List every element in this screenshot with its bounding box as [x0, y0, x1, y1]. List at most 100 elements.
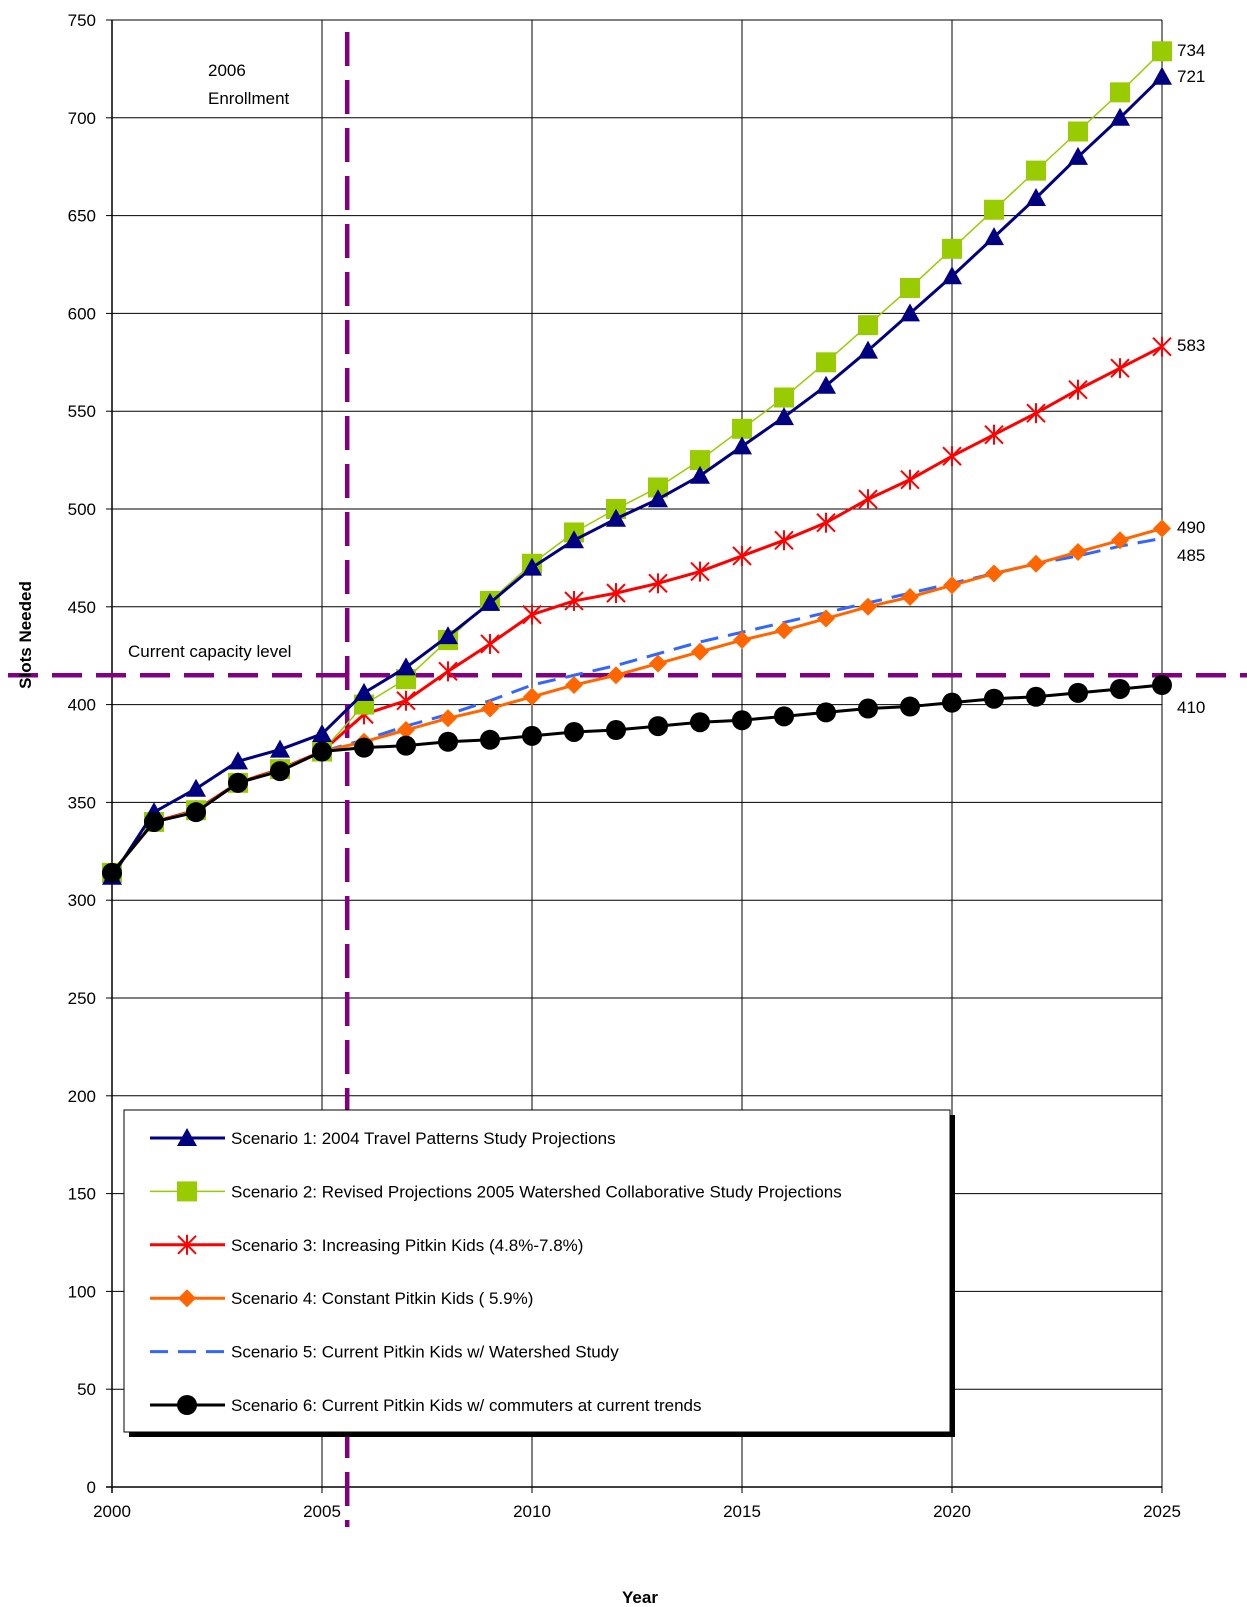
- series-3-point: [774, 530, 794, 551]
- series-1-point: [480, 592, 500, 611]
- series-1-point: [522, 557, 542, 576]
- legend-label: Scenario 2: Revised Projections 2005 Wat…: [231, 1182, 842, 1201]
- capacity-label: Current capacity level: [128, 642, 291, 661]
- y-tick-label: 250: [68, 989, 96, 1008]
- y-tick-label: 700: [68, 109, 96, 128]
- series-4-point: [859, 597, 877, 616]
- series-1-point: [1026, 187, 1046, 206]
- y-tick-label: 550: [68, 402, 96, 421]
- series-4-point: [1153, 519, 1171, 538]
- series-2-point: [942, 238, 962, 259]
- series-4-point: [901, 588, 919, 607]
- series-2-point: [858, 315, 878, 336]
- series-layer: [102, 41, 1172, 885]
- series-3-point: [1110, 358, 1130, 379]
- series-3-point: [396, 690, 416, 711]
- series-1-point: [1068, 146, 1088, 165]
- end-label: 721: [1177, 67, 1205, 86]
- series-1-point: [648, 489, 668, 508]
- legend-label: Scenario 4: Constant Pitkin Kids ( 5.9%): [231, 1289, 533, 1308]
- end-label: 410: [1177, 698, 1205, 717]
- series-1-point: [858, 340, 878, 359]
- series-6-point: [816, 702, 836, 723]
- series-6-point: [942, 692, 962, 713]
- series-3-point: [816, 512, 836, 533]
- series-4-point: [943, 576, 961, 595]
- series-3-point: [564, 590, 584, 611]
- legend-swatch-marker: [177, 1234, 197, 1255]
- series-1-point: [690, 465, 710, 484]
- series-3-point: [858, 489, 878, 510]
- x-tick-label: 2005: [303, 1502, 341, 1521]
- series-6-point: [438, 731, 458, 752]
- series-6-point: [354, 737, 374, 758]
- series-6-point: [312, 741, 332, 762]
- series-3-point: [1068, 379, 1088, 400]
- series-3-point: [900, 469, 920, 490]
- x-tick-label: 2020: [933, 1502, 971, 1521]
- series-6-point: [900, 696, 920, 717]
- x-tick-label: 2015: [723, 1502, 761, 1521]
- series-1-point: [774, 407, 794, 426]
- series-2-point: [774, 387, 794, 408]
- legend-label: Scenario 5: Current Pitkin Kids w/ Water…: [231, 1343, 619, 1362]
- series-3-point: [522, 604, 542, 625]
- vline-label-line2: Enrollment: [208, 89, 290, 108]
- y-tick-label: 200: [68, 1087, 96, 1106]
- series-6-point: [144, 811, 164, 832]
- series-6-point: [1026, 686, 1046, 707]
- series-3-point: [942, 446, 962, 467]
- x-tick-label: 2025: [1143, 1502, 1181, 1521]
- x-axis-title: Year: [622, 1588, 658, 1607]
- series-1-point: [606, 508, 626, 527]
- legend-swatch-marker: [177, 1128, 197, 1146]
- series-1-point: [354, 682, 374, 701]
- series-4-point: [439, 709, 457, 728]
- y-tick-label: 650: [68, 207, 96, 226]
- series-2-point: [984, 199, 1004, 220]
- vline-label-line1: 2006: [208, 61, 246, 80]
- end-label: 485: [1177, 546, 1205, 565]
- y-tick-label: 600: [68, 304, 96, 323]
- series-6-point: [858, 698, 878, 719]
- series-6-point: [690, 712, 710, 733]
- series-6-point: [774, 706, 794, 727]
- series-6-point: [396, 735, 416, 756]
- series-4-point: [1027, 554, 1045, 573]
- series-1-point: [732, 436, 752, 455]
- series-6-point: [606, 720, 626, 741]
- series-4-point: [565, 676, 583, 695]
- series-1-point: [1152, 66, 1172, 85]
- legend-item-3: Scenario 3: Increasing Pitkin Kids (4.8%…: [150, 1234, 583, 1255]
- legend-item-6: Scenario 6: Current Pitkin Kids w/ commu…: [150, 1395, 702, 1415]
- y-tick-label: 300: [68, 891, 96, 910]
- series-2-point: [1110, 82, 1130, 103]
- legend-item-1: Scenario 1: 2004 Travel Patterns Study P…: [150, 1128, 616, 1148]
- y-tick-label: 500: [68, 500, 96, 519]
- y-tick-label: 400: [68, 696, 96, 715]
- series-4-point: [397, 721, 415, 740]
- end-label: 734: [1177, 41, 1205, 60]
- legend-swatch-marker: [177, 1395, 197, 1415]
- series-2-point: [690, 450, 710, 471]
- end-label: 490: [1177, 518, 1205, 537]
- series-6-point: [732, 710, 752, 731]
- series-6-point: [984, 688, 1004, 709]
- y-axis-title: Slots Needed: [16, 581, 35, 689]
- series-4-point: [607, 666, 625, 685]
- y-tick-label: 450: [68, 598, 96, 617]
- series-4-point: [481, 699, 499, 718]
- series-2-point: [816, 352, 836, 373]
- legend-label: Scenario 6: Current Pitkin Kids w/ commu…: [231, 1396, 702, 1415]
- series-4-point: [523, 687, 541, 706]
- reference-lines: 2006 Enrollment Current capacity level: [8, 32, 1247, 1527]
- series-3-point: [648, 573, 668, 594]
- series-6-point: [102, 862, 122, 883]
- series-6-point: [480, 729, 500, 750]
- series-2-point: [1068, 121, 1088, 142]
- y-tick-label: 750: [68, 11, 96, 30]
- y-tick-label: 0: [87, 1478, 96, 1497]
- series-1-point: [396, 657, 416, 676]
- y-tick-label: 350: [68, 793, 96, 812]
